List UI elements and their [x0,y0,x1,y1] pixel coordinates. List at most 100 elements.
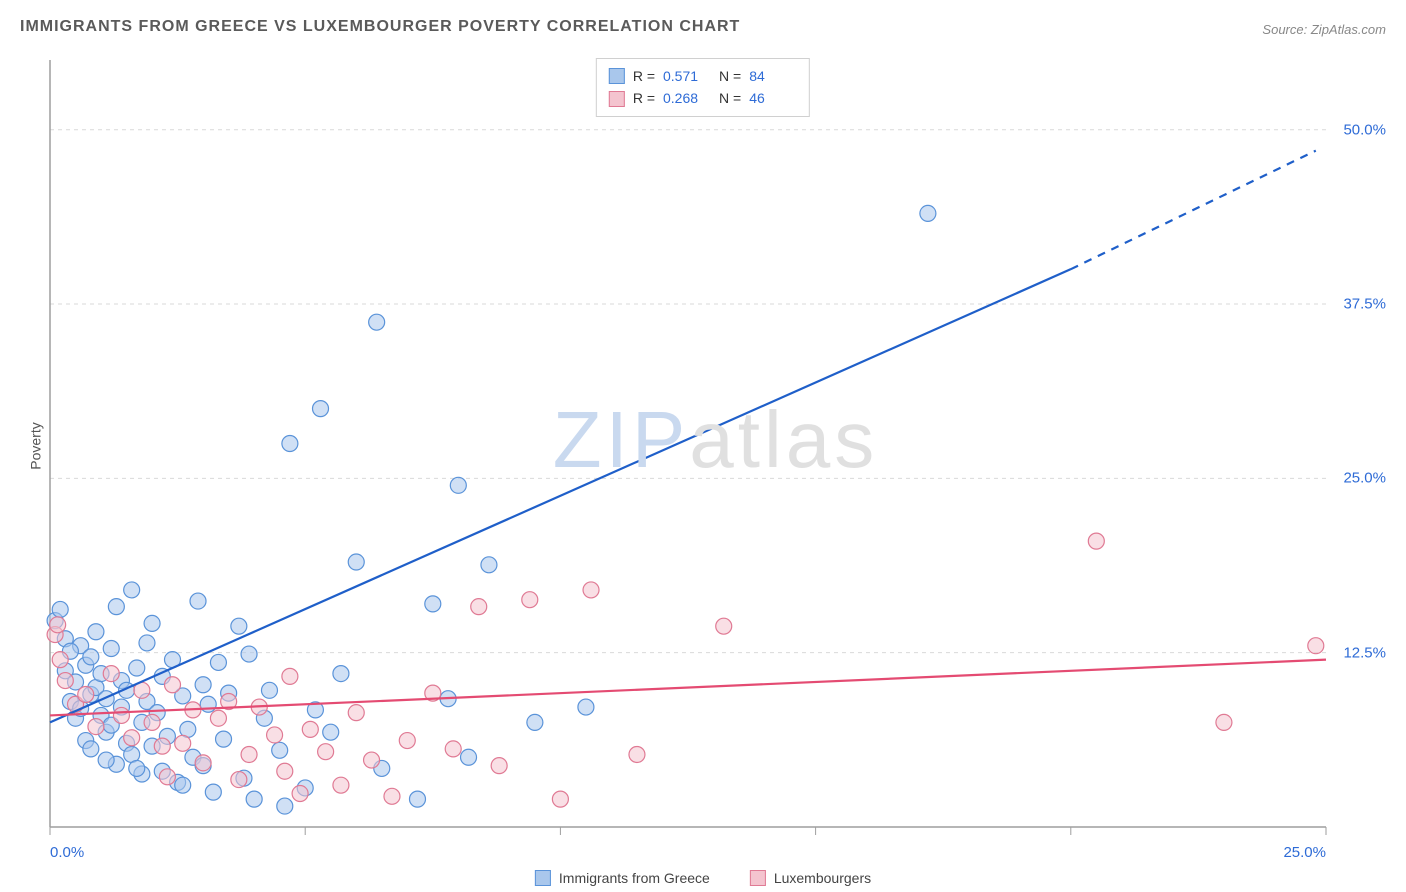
data-point [129,660,145,676]
legend-correlation: R = 0.571 N = 84R = 0.268 N = 46 [596,58,810,117]
data-point [1308,638,1324,654]
data-point [323,724,339,740]
scatter-chart [45,55,1386,857]
data-point [190,593,206,609]
data-point [88,719,104,735]
data-point [103,666,119,682]
data-point [113,707,129,723]
data-point [471,599,487,615]
data-point [83,741,99,757]
data-point [267,727,283,743]
y-tick-label: 37.5% [1343,296,1386,313]
y-tick-label: 25.0% [1343,470,1386,487]
data-point [210,654,226,670]
data-point [52,601,68,617]
data-point [129,760,145,776]
data-point [348,705,364,721]
legend-series-label: Luxembourgers [774,870,871,886]
data-point [313,401,329,417]
data-point [195,677,211,693]
n-label: N = [719,65,741,87]
legend-series: Immigrants from Greece Luxembourgers [535,870,871,886]
legend-correlation-row: R = 0.268 N = 46 [609,87,797,109]
data-point [108,599,124,615]
data-point [241,746,257,762]
data-point [369,314,385,330]
data-point [83,649,99,665]
data-point [200,696,216,712]
y-tick-label: 50.0% [1343,121,1386,138]
data-point [578,699,594,715]
data-point [292,786,308,802]
data-point [50,617,66,633]
data-point [277,763,293,779]
data-point [461,749,477,765]
n-value: 46 [749,87,797,109]
legend-swatch [609,68,625,84]
data-point [522,592,538,608]
legend-series-label: Immigrants from Greece [559,870,710,886]
data-point [246,791,262,807]
data-point [409,791,425,807]
data-point [124,582,140,598]
legend-swatch [535,870,551,886]
legend-series-item: Luxembourgers [750,870,871,886]
source-attribution: Source: ZipAtlas.com [1262,22,1386,37]
legend-swatch [609,91,625,107]
data-point [241,646,257,662]
data-point [205,784,221,800]
data-point [333,777,349,793]
data-point [364,752,380,768]
data-point [124,730,140,746]
data-point [98,752,114,768]
data-point [282,668,298,684]
x-tick-label: 25.0% [1283,844,1326,861]
data-point [450,477,466,493]
y-axis-label: Poverty [28,422,44,469]
data-point [231,772,247,788]
r-value: 0.571 [663,65,711,87]
data-point [318,744,334,760]
data-point [716,618,732,634]
data-point [78,687,94,703]
data-point [583,582,599,598]
plot-area: ZIPatlas 12.5%25.0%37.5%50.0%0.0%25.0% [45,55,1386,857]
trend-line-extrapolated [1071,151,1316,270]
data-point [175,735,191,751]
r-value: 0.268 [663,87,711,109]
n-label: N = [719,87,741,109]
r-label: R = [633,87,655,109]
data-point [52,652,68,668]
data-point [261,682,277,698]
data-point [159,769,175,785]
data-point [98,691,114,707]
data-point [629,746,645,762]
legend-swatch [750,870,766,886]
data-point [154,738,170,754]
data-point [144,714,160,730]
data-point [920,205,936,221]
data-point [348,554,364,570]
data-point [425,596,441,612]
data-point [399,733,415,749]
legend-correlation-row: R =0.571N =84 [609,65,797,87]
data-point [216,731,232,747]
data-point [277,798,293,814]
data-point [445,741,461,757]
data-point [195,755,211,771]
chart-title: IMMIGRANTS FROM GREECE VS LUXEMBOURGER P… [20,18,740,36]
x-tick-label: 0.0% [50,844,84,861]
source-value: ZipAtlas.com [1311,22,1386,37]
data-point [144,615,160,631]
data-point [302,721,318,737]
legend-series-item: Immigrants from Greece [535,870,710,886]
n-value: 84 [749,65,797,87]
data-point [481,557,497,573]
trend-line [50,660,1326,716]
data-point [552,791,568,807]
data-point [103,640,119,656]
data-point [164,677,180,693]
data-point [1088,533,1104,549]
data-point [491,758,507,774]
source-label: Source: [1262,22,1307,37]
